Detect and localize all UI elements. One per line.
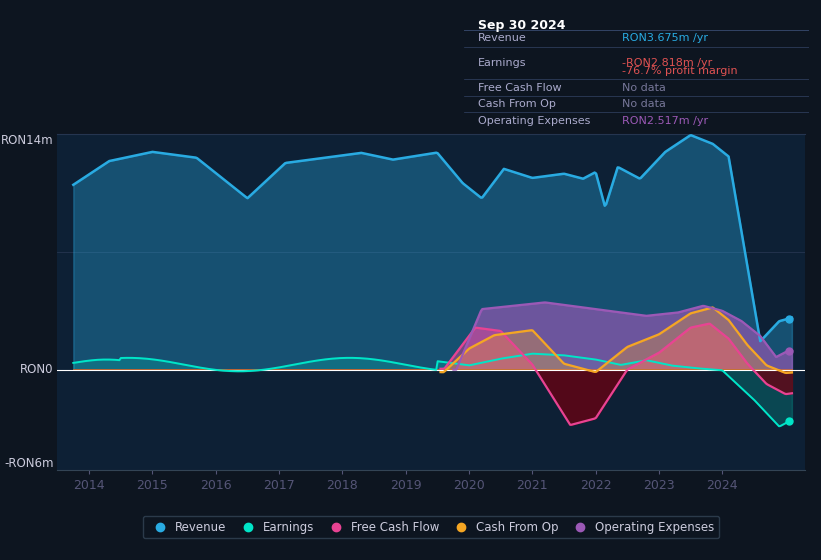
Text: RON3.675m /yr: RON3.675m /yr — [622, 33, 709, 43]
Text: Revenue: Revenue — [478, 33, 526, 43]
Text: -RON2.818m /yr: -RON2.818m /yr — [622, 58, 713, 68]
Text: Sep 30 2024: Sep 30 2024 — [478, 18, 565, 31]
Text: -RON6m: -RON6m — [4, 458, 53, 470]
Legend: Revenue, Earnings, Free Cash Flow, Cash From Op, Operating Expenses: Revenue, Earnings, Free Cash Flow, Cash … — [143, 516, 719, 538]
Text: Free Cash Flow: Free Cash Flow — [478, 83, 562, 92]
Text: RON0: RON0 — [21, 363, 53, 376]
Text: RON14m: RON14m — [1, 134, 53, 147]
Text: Earnings: Earnings — [478, 58, 526, 68]
Text: No data: No data — [622, 99, 667, 109]
Text: Operating Expenses: Operating Expenses — [478, 115, 590, 125]
Text: RON2.517m /yr: RON2.517m /yr — [622, 115, 709, 125]
Text: No data: No data — [622, 83, 667, 92]
Text: -76.7% profit margin: -76.7% profit margin — [622, 66, 738, 76]
Text: Cash From Op: Cash From Op — [478, 99, 556, 109]
